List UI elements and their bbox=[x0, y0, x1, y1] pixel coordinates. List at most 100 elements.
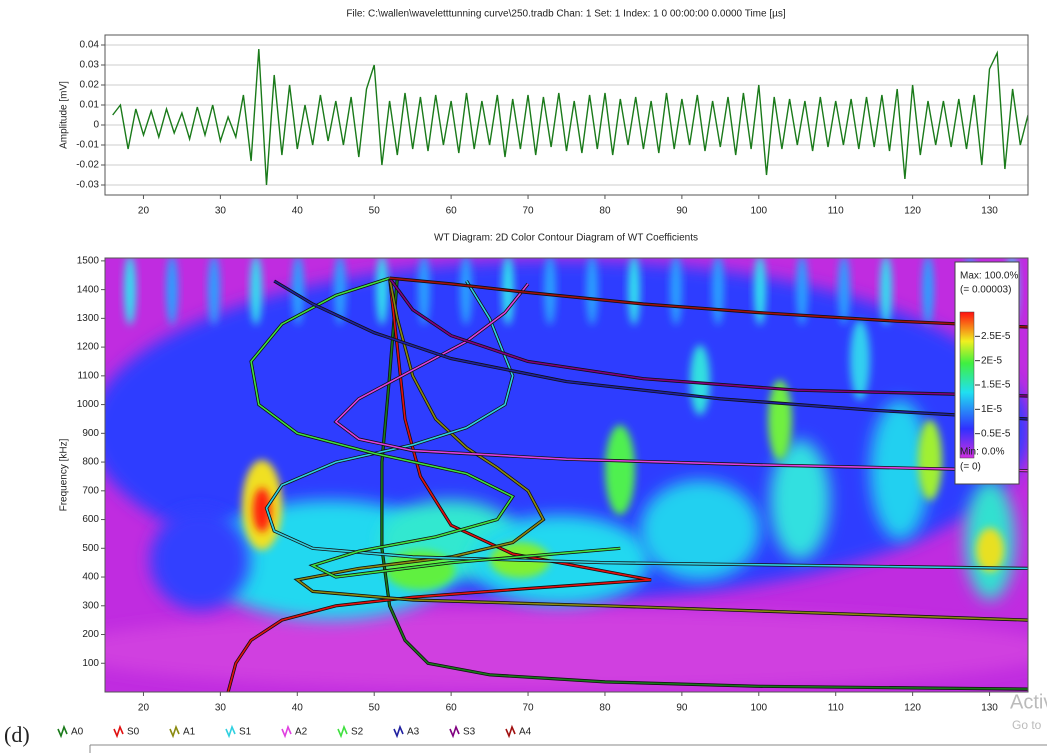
contour-blob bbox=[768, 380, 792, 460]
x-tick-label: 70 bbox=[522, 206, 534, 217]
contour-blob bbox=[976, 528, 1004, 572]
y-tick-label: -0.03 bbox=[76, 180, 99, 191]
x-tick-label: 20 bbox=[138, 206, 150, 217]
dispersion-curve bbox=[381, 278, 1028, 690]
x-tick-label: 110 bbox=[828, 206, 844, 217]
watermark: Activ bbox=[1010, 691, 1047, 713]
legend-label: A4 bbox=[519, 727, 532, 738]
contour-blob bbox=[208, 258, 220, 325]
contour-blob bbox=[754, 258, 766, 325]
legend-icon bbox=[449, 724, 460, 739]
colorbar-min-value: (= 0) bbox=[960, 462, 981, 473]
colorbar-tick-label: 1.5E-5 bbox=[981, 380, 1011, 391]
y-tick-label: 0 bbox=[93, 120, 99, 131]
x-tick-label: 80 bbox=[599, 206, 611, 217]
y-tick-label: 700 bbox=[82, 485, 99, 496]
top-plot: 0.04 0.03 0.02 0.01 0 -0.01 -0.02 -0.03 20 30 40 50… bbox=[76, 40, 1028, 217]
x-tick-label: 50 bbox=[369, 703, 381, 714]
contour-blob bbox=[670, 258, 682, 325]
colorbar-tick-label: 0.5E-5 bbox=[981, 428, 1011, 439]
y-tick-label: 900 bbox=[82, 428, 99, 439]
x-tick-label: 60 bbox=[446, 703, 458, 714]
legend-label: A1 bbox=[183, 727, 196, 738]
y-tick-label: 1300 bbox=[77, 313, 100, 324]
contour-blob bbox=[166, 258, 178, 325]
y-tick-label: 400 bbox=[82, 572, 99, 583]
legend-label: S0 bbox=[127, 727, 140, 738]
x-tick-label: 60 bbox=[446, 206, 458, 217]
x-tick-label: 100 bbox=[750, 703, 767, 714]
colorbar-tick-label: 2.5E-5 bbox=[981, 331, 1011, 342]
contour-blob bbox=[640, 480, 760, 580]
contour-blob bbox=[418, 258, 430, 325]
contour-blob bbox=[460, 258, 472, 325]
x-tick-label: 120 bbox=[904, 703, 921, 714]
x-tick-label: 120 bbox=[904, 206, 921, 217]
plot-frame bbox=[104, 34, 1029, 196]
x-tick-label: 110 bbox=[828, 703, 844, 714]
x-tick-label: 90 bbox=[676, 206, 688, 217]
watermark: Go to bbox=[1012, 718, 1042, 732]
dispersion-curve bbox=[273, 280, 1028, 420]
y-axis-label: Frequency [kHz] bbox=[59, 438, 70, 511]
x-tick-label: 80 bbox=[599, 703, 611, 714]
contour-blob bbox=[796, 258, 808, 325]
legend-label: A2 bbox=[295, 727, 308, 738]
colorbar: Max: 100.0% (= 0.00003) Min: 0.0% (= 0) … bbox=[954, 261, 1020, 485]
y-tick-label: 0.04 bbox=[80, 40, 100, 51]
y-tick-label: 0.01 bbox=[80, 100, 100, 111]
chart-title: File: C:\wallen\waveletttunning curve\25… bbox=[346, 9, 786, 20]
colorbar-max-value: (= 0.00003) bbox=[960, 285, 1011, 296]
x-tick-label: 40 bbox=[292, 703, 304, 714]
contour-blob bbox=[690, 345, 710, 415]
colorbar-tick-label: 2E-5 bbox=[981, 355, 1003, 366]
y-tick-label: 0.02 bbox=[80, 80, 100, 91]
contour-blob bbox=[105, 610, 1028, 690]
legend-icon bbox=[169, 724, 180, 739]
y-tick-label: -0.02 bbox=[76, 160, 99, 171]
y-tick-label: 1400 bbox=[77, 284, 100, 295]
contour-blob bbox=[838, 258, 850, 325]
x-tick-label: 40 bbox=[292, 206, 304, 217]
contour-blob bbox=[918, 420, 942, 500]
contour-blob bbox=[628, 258, 640, 325]
legend-icon bbox=[505, 724, 516, 739]
figure-label: (d) bbox=[4, 722, 30, 747]
dispersion-curve bbox=[265, 280, 1028, 570]
contour-blob bbox=[922, 258, 934, 325]
x-tick-label: 20 bbox=[138, 703, 150, 714]
x-tick-label: 130 bbox=[981, 206, 998, 217]
x-tick-label: 130 bbox=[981, 703, 998, 714]
x-tick-label: 100 bbox=[750, 206, 767, 217]
legend-icon bbox=[337, 724, 348, 739]
y-tick-label: 0.03 bbox=[80, 60, 100, 71]
legend-label: S3 bbox=[463, 727, 476, 738]
dispersion-curve bbox=[295, 277, 1028, 621]
colorbar-tick-label: 1E-5 bbox=[981, 404, 1003, 415]
contour-blob bbox=[334, 258, 346, 325]
x-tick-label: 30 bbox=[215, 703, 227, 714]
legend: A0 S0 A1 S1 A2 S2 A3 S3 A4 bbox=[57, 724, 532, 739]
colorbar-min: Min: 0.0% bbox=[960, 447, 1005, 458]
colorbar-gradient bbox=[959, 311, 975, 459]
legend-label: S2 bbox=[351, 727, 364, 738]
legend-label: A0 bbox=[71, 727, 84, 738]
chart-title: WT Diagram: 2D Color Contour Diagram of … bbox=[434, 233, 698, 244]
contour-blob bbox=[292, 258, 304, 325]
y-tick-label: 1100 bbox=[77, 370, 99, 381]
y-tick-label: 1200 bbox=[77, 342, 100, 353]
y-tick-label: 100 bbox=[82, 658, 99, 669]
contour-blob bbox=[250, 258, 262, 325]
y-tick-label: -0.01 bbox=[76, 140, 99, 151]
dispersion-curve bbox=[388, 277, 1028, 397]
y-axis-label: Amplitude [mV] bbox=[59, 81, 70, 149]
legend-icon bbox=[113, 724, 124, 739]
waveform bbox=[112, 48, 1028, 186]
y-tick-label: 200 bbox=[82, 629, 99, 640]
y-tick-label: 500 bbox=[82, 543, 99, 554]
contour-blob bbox=[770, 440, 830, 560]
y-tick-label: 1000 bbox=[77, 399, 100, 410]
colorbar-max: Max: 100.0% bbox=[960, 271, 1018, 282]
legend-label: S1 bbox=[239, 727, 252, 738]
